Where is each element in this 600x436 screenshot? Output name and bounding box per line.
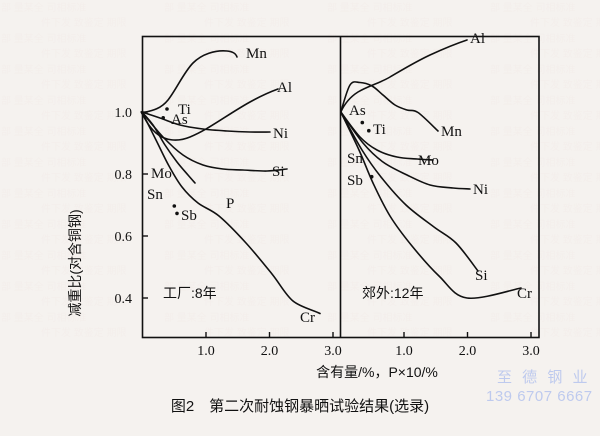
- svg-text:Si: Si: [272, 164, 285, 180]
- svg-text:1.0: 1.0: [395, 344, 413, 359]
- svg-text:P: P: [226, 196, 234, 212]
- svg-text:Cr: Cr: [300, 310, 315, 326]
- svg-text:Mn: Mn: [441, 124, 462, 140]
- svg-text:图2 第二次耐蚀钢暴晒试验结果(选录): 图2 第二次耐蚀钢暴晒试验结果(选录): [171, 397, 429, 415]
- svg-text:As: As: [171, 112, 188, 128]
- svg-text:Sn: Sn: [147, 187, 163, 203]
- svg-text:0.6: 0.6: [115, 230, 133, 245]
- svg-text:Mo: Mo: [151, 166, 172, 182]
- svg-text:Ni: Ni: [473, 182, 488, 198]
- svg-text:3.0: 3.0: [522, 344, 540, 359]
- svg-text:Sn: Sn: [347, 151, 363, 167]
- svg-text:Al: Al: [470, 31, 485, 47]
- svg-text:3.0: 3.0: [324, 344, 342, 359]
- svg-text:1.0: 1.0: [115, 106, 133, 121]
- svg-text:含有量/%，P×10/%: 含有量/%，P×10/%: [316, 364, 438, 380]
- svg-text:Mn: Mn: [246, 46, 267, 62]
- svg-text:0.4: 0.4: [115, 292, 133, 307]
- svg-text:工厂:8年: 工厂:8年: [163, 285, 217, 301]
- svg-text:至 德 钢 业: 至 德 钢 业: [497, 368, 591, 386]
- svg-text:Mo: Mo: [418, 153, 439, 169]
- svg-text:Ti: Ti: [373, 122, 386, 138]
- svg-text:1.0: 1.0: [197, 344, 215, 359]
- svg-text:郊外:12年: 郊外:12年: [362, 285, 423, 301]
- svg-text:Cr: Cr: [517, 286, 532, 302]
- svg-text:139 6707 6667: 139 6707 6667: [486, 388, 593, 405]
- svg-text:2.0: 2.0: [459, 344, 477, 359]
- svg-text:0.8: 0.8: [115, 168, 133, 183]
- svg-text:Si: Si: [475, 268, 488, 284]
- svg-text:Sb: Sb: [181, 208, 197, 224]
- svg-text:Al: Al: [277, 80, 292, 96]
- svg-text:Sb: Sb: [347, 173, 363, 189]
- svg-text:减重比(对含铜钢): 减重比(对含铜钢): [67, 209, 83, 316]
- svg-text:As: As: [349, 103, 366, 119]
- svg-text:2.0: 2.0: [261, 344, 279, 359]
- svg-text:Ni: Ni: [273, 126, 288, 142]
